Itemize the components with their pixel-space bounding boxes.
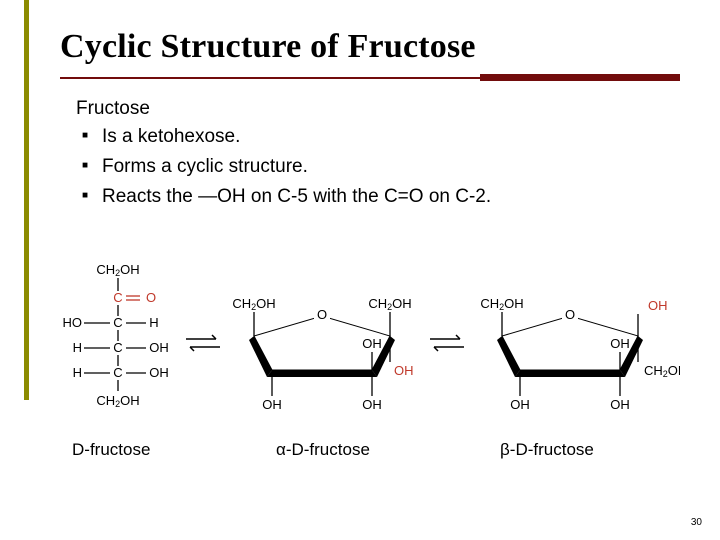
atom-oh: OH — [149, 365, 169, 380]
page-number: 30 — [691, 517, 702, 528]
atom-oh: OH — [510, 397, 530, 412]
atom-oh-anomeric: OH — [648, 298, 668, 313]
atom-o: O — [565, 307, 575, 322]
atom-ch2oh: CH2OH — [96, 262, 139, 278]
caption-linear: D-fructose — [72, 440, 150, 460]
title-rule-block — [480, 74, 680, 81]
bullet-item: Reacts the —OH on C-5 with the C=O on C-… — [82, 186, 680, 208]
atom-ho: HO — [63, 315, 83, 330]
atom-oh: OH — [362, 397, 382, 412]
structure-alpha-fructose: O CH2OH OH CH2OH OH OH OH — [222, 262, 422, 432]
atom-c: C — [113, 315, 122, 330]
bullet-item: Is a ketohexose. — [82, 126, 680, 148]
atom-ch2oh: CH2OH — [96, 393, 139, 409]
atom-o: O — [146, 290, 156, 305]
atom-c: C — [113, 365, 122, 380]
atom-h: H — [73, 365, 82, 380]
slide-title: Cyclic Structure of Fructose — [60, 28, 680, 66]
structure-linear-fructose: CH2OH C O HO C H H C OH H — [54, 258, 184, 428]
atom-oh: OH — [610, 397, 630, 412]
slide: Cyclic Structure of Fructose Fructose Is… — [0, 0, 720, 540]
atom-h: H — [149, 315, 158, 330]
atom-c: C — [113, 290, 122, 305]
atom-ch2oh: CH2OH — [480, 296, 523, 312]
atom-ch2oh: CH2OH — [368, 296, 411, 312]
equilibrium-arrows-icon — [182, 328, 224, 358]
atom-oh-anomeric: OH — [394, 363, 414, 378]
atom-c: C — [113, 340, 122, 355]
atom-oh: OH — [610, 336, 630, 351]
vertical-accent-bar — [24, 0, 29, 400]
atom-h: H — [73, 340, 82, 355]
atom-ch2oh: CH2OH — [644, 363, 680, 379]
title-rule — [60, 74, 680, 84]
atom-oh: OH — [262, 397, 282, 412]
bullet-list: Is a ketohexose. Forms a cyclic structur… — [82, 126, 680, 208]
subheading: Fructose — [76, 98, 680, 120]
atom-o: O — [317, 307, 327, 322]
caption-alpha: α-D-fructose — [276, 440, 370, 460]
atom-oh: OH — [362, 336, 382, 351]
structure-beta-fructose: O OH CH2OH CH2OH OH OH OH — [470, 262, 680, 432]
caption-beta: β-D-fructose — [500, 440, 594, 460]
atom-oh: OH — [149, 340, 169, 355]
bullet-item: Forms a cyclic structure. — [82, 156, 680, 178]
structures-row: CH2OH C O HO C H H C OH H — [54, 258, 690, 428]
atom-ch2oh: CH2OH — [232, 296, 275, 312]
equilibrium-arrows-icon — [426, 328, 468, 358]
